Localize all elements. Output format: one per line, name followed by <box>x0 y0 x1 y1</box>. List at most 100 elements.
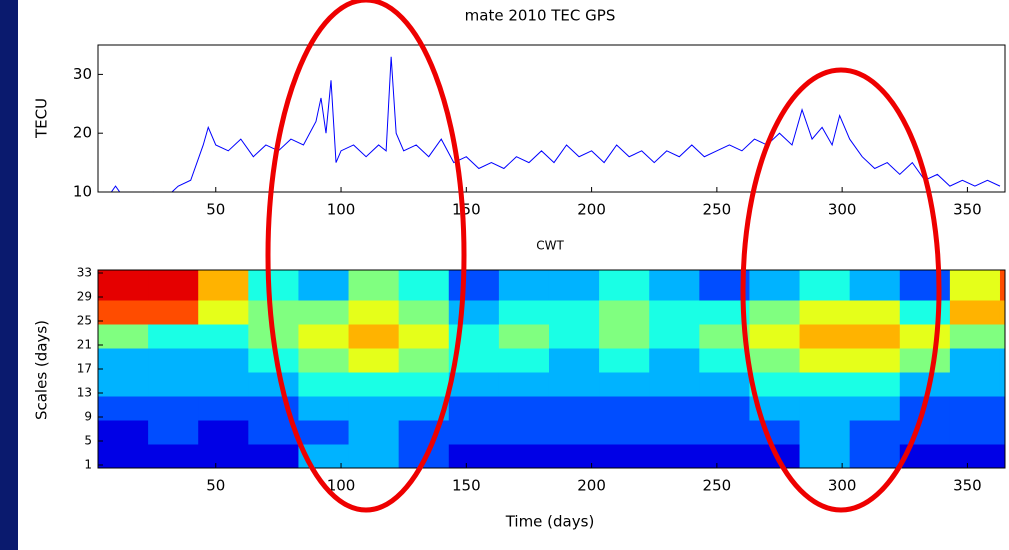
heat-cell <box>348 270 400 301</box>
heat-cell <box>498 420 550 445</box>
heat-cell <box>348 348 400 373</box>
heat-cell <box>148 372 199 397</box>
heat-cell <box>548 300 600 325</box>
heat-cell <box>398 270 450 301</box>
heat-cell <box>599 324 650 349</box>
heat-cell <box>749 300 801 325</box>
x-tick-label: 150 <box>452 477 481 495</box>
heat-cell <box>548 324 600 349</box>
y-tick-label: 33 <box>77 266 92 280</box>
heat-cell <box>799 324 851 349</box>
heat-cell <box>999 324 1006 349</box>
x-tick-label: 350 <box>953 477 982 495</box>
heat-cell <box>98 348 149 373</box>
heat-cell <box>98 396 149 421</box>
heat-cell <box>849 372 901 397</box>
heat-cell <box>849 420 901 445</box>
heat-cell <box>248 270 299 301</box>
heat-cell <box>298 348 350 373</box>
y-tick-label: 20 <box>73 124 92 142</box>
heat-cell <box>899 300 951 325</box>
y-axis-label: Scales (days) <box>33 320 51 420</box>
heat-cell <box>148 300 199 325</box>
heat-cell <box>949 270 1001 301</box>
heat-cell <box>548 420 600 445</box>
heat-cell <box>548 348 600 373</box>
heat-cell <box>799 372 851 397</box>
y-tick-label: 30 <box>73 65 92 83</box>
heat-cell <box>148 444 199 469</box>
heat-cell <box>298 396 350 421</box>
heat-cell <box>949 420 1001 445</box>
heat-cell <box>949 372 1001 397</box>
y-tick-label: 5 <box>84 434 92 448</box>
heat-cell <box>398 372 450 397</box>
heat-cell <box>599 420 650 445</box>
y-tick-label: 9 <box>84 410 92 424</box>
heat-cell <box>448 396 500 421</box>
heat-cell <box>699 372 750 397</box>
heat-cell <box>198 324 249 349</box>
x-tick-label: 100 <box>327 201 356 219</box>
heat-cell <box>999 270 1006 301</box>
heat-cell <box>849 396 901 421</box>
y-axis-label: TECU <box>33 98 51 139</box>
heat-cell <box>498 348 550 373</box>
heat-cell <box>999 372 1006 397</box>
heat-cell <box>899 348 951 373</box>
heat-cell <box>999 348 1006 373</box>
heat-cell <box>749 270 801 301</box>
heat-cell <box>98 420 149 445</box>
heat-cell <box>448 300 500 325</box>
x-tick-label: 100 <box>327 477 356 495</box>
highlight-ellipse <box>265 0 467 513</box>
heat-cell <box>699 348 750 373</box>
heat-cell <box>949 396 1001 421</box>
heat-cell <box>198 300 249 325</box>
data-line <box>110 56 1001 192</box>
y-tick-label: 29 <box>77 290 92 304</box>
heat-cell <box>148 270 199 301</box>
heat-cell <box>849 348 901 373</box>
heat-cell <box>98 324 149 349</box>
heat-cell <box>98 444 149 469</box>
heat-cell <box>398 348 450 373</box>
x-tick-label: 250 <box>703 477 732 495</box>
heat-cell <box>148 324 199 349</box>
heat-cell <box>649 420 700 445</box>
heat-cell <box>248 444 299 469</box>
heat-cell <box>999 300 1006 325</box>
heat-cell <box>649 444 700 469</box>
x-tick-label: 50 <box>206 477 225 495</box>
heat-cell <box>148 420 199 445</box>
x-axis-label: Time (days) <box>505 513 595 531</box>
slide-edge <box>0 0 18 550</box>
heat-cell <box>649 300 700 325</box>
heat-cell <box>849 444 901 469</box>
heat-cell <box>749 420 801 445</box>
heat-cell <box>498 444 550 469</box>
heat-cell <box>498 300 550 325</box>
annotations <box>265 0 942 513</box>
heat-cell <box>949 348 1001 373</box>
heat-cell <box>98 270 149 301</box>
heat-cell <box>348 420 400 445</box>
heat-cell <box>548 270 600 301</box>
heat-cell <box>148 396 199 421</box>
heat-cell <box>699 444 750 469</box>
heat-cell <box>649 324 700 349</box>
heat-cell <box>548 396 600 421</box>
heat-cell <box>749 372 801 397</box>
heat-cell <box>548 372 600 397</box>
heat-cell <box>999 420 1006 445</box>
heat-cell <box>448 444 500 469</box>
x-tick-label: 200 <box>577 477 606 495</box>
heat-cell <box>198 372 249 397</box>
heat-cell <box>398 300 450 325</box>
heat-cell <box>498 396 550 421</box>
heat-cell <box>749 348 801 373</box>
x-tick-label: 250 <box>703 201 732 219</box>
heat-cell <box>298 270 350 301</box>
heat-cell <box>899 324 951 349</box>
